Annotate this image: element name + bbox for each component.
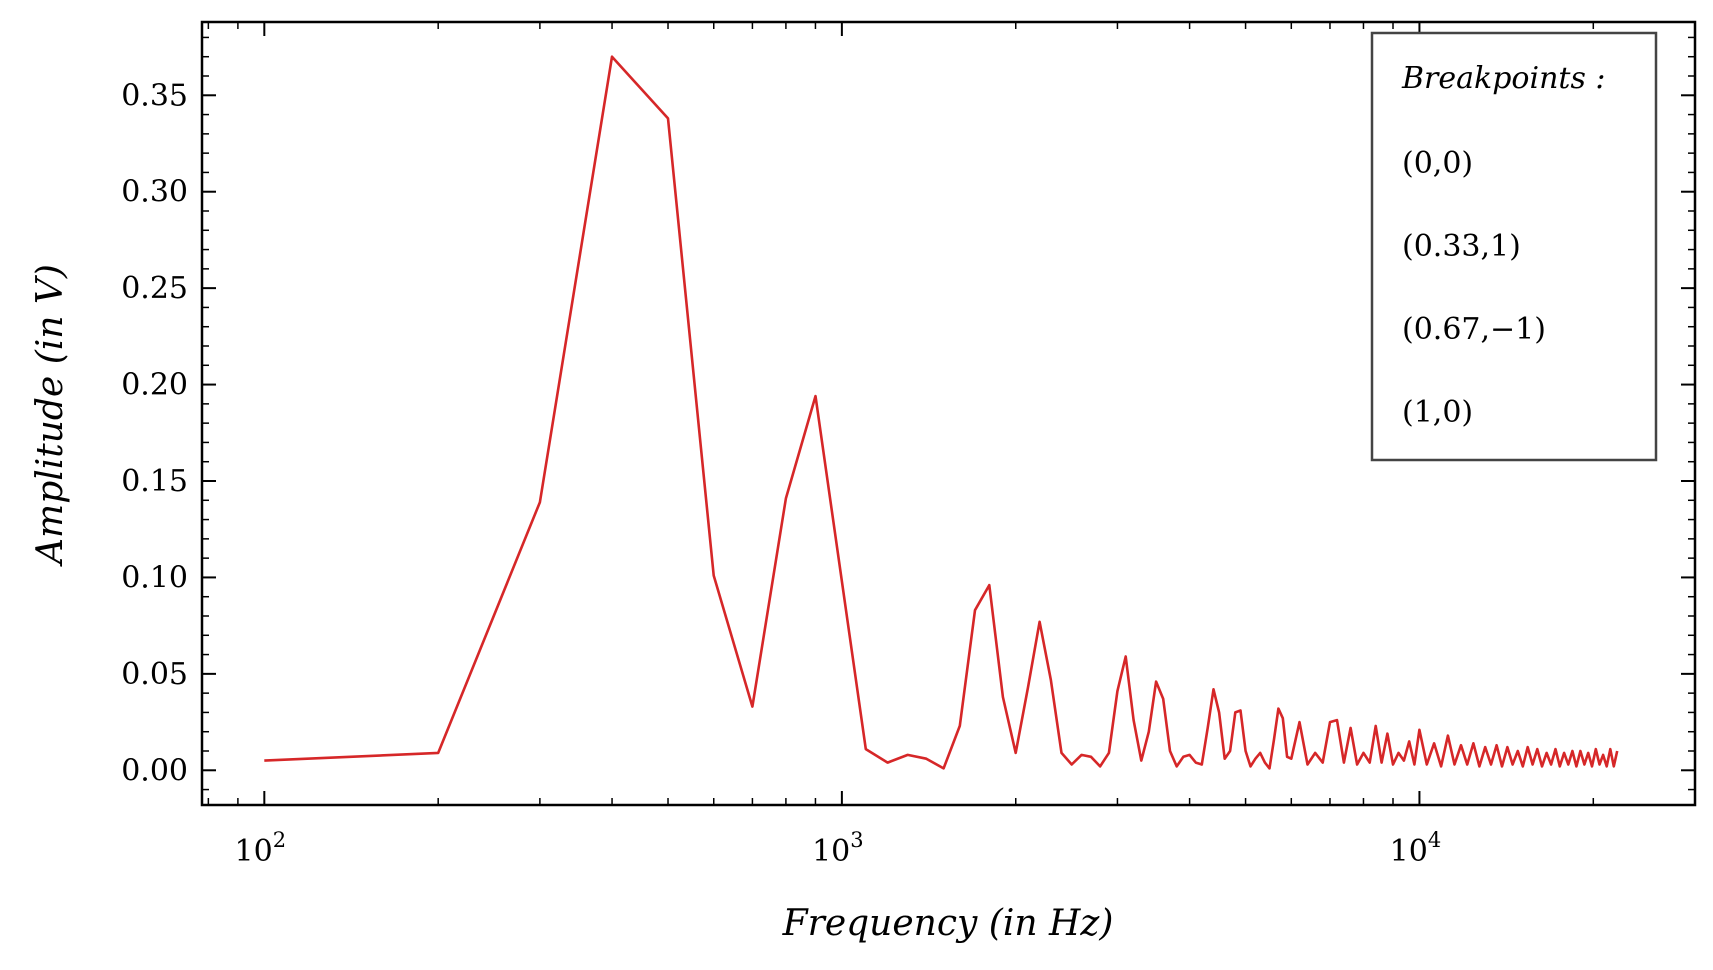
y-tick-label: 0.35 — [121, 78, 188, 113]
x-tick-base: 10 — [235, 834, 273, 869]
series-line — [264, 55, 1619, 770]
legend-entry: (1,0) — [1402, 395, 1473, 430]
series-layer — [264, 55, 1619, 770]
x-axis-label: Frequency (in Hz) — [782, 903, 1114, 944]
x-tick-label: 104 — [1390, 828, 1442, 869]
x-tick-base: 10 — [1390, 834, 1428, 869]
legend-entry: (0,0) — [1402, 146, 1473, 181]
y-tick-label: 0.15 — [121, 464, 188, 499]
legend-box — [1370, 31, 1658, 462]
plot-frame — [200, 20, 1697, 807]
y-tick-label: 0.20 — [121, 368, 188, 403]
y-tick-label: 0.00 — [121, 753, 188, 788]
legend-entry: (0.33,1) — [1402, 229, 1521, 264]
legend-entry: (0.67,−1) — [1402, 312, 1546, 347]
x-tick-exponent: 4 — [1428, 828, 1441, 852]
legend-title: Breakpoints : — [1401, 61, 1605, 96]
y-tick-label: 0.25 — [121, 271, 188, 306]
y-axis-label: Amplitude (in V) — [30, 264, 71, 567]
x-tick-base: 10 — [812, 834, 850, 869]
y-tick-label: 0.05 — [121, 657, 188, 692]
y-tick-label: 0.10 — [121, 560, 188, 595]
x-tick-label: 102 — [235, 828, 287, 869]
x-tick-label: 103 — [812, 828, 864, 869]
x-tick-exponent: 2 — [273, 828, 286, 852]
x-tick-exponent: 3 — [850, 828, 863, 852]
legend: Breakpoints : (0,0) (0.33,1) (0.67,−1) (… — [1370, 31, 1658, 462]
y-tick-label: 0.30 — [121, 175, 188, 210]
